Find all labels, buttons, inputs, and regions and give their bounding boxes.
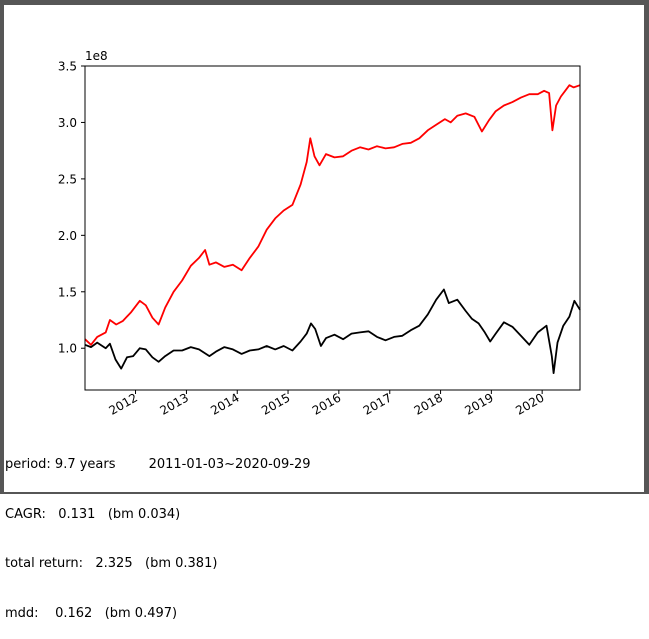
y-tick-label: 1.0 — [58, 342, 77, 356]
y-tick-label: 2.5 — [58, 172, 77, 186]
stats-cagr: CAGR: 0.131 (bm 0.034) — [5, 506, 181, 522]
x-tick-label: 2013 — [157, 390, 190, 417]
stats-mdd: mdd: 0.162 (bm 0.497) — [5, 605, 178, 621]
x-tick-label: 2015 — [259, 390, 292, 417]
series-line-red — [84, 84, 581, 346]
line-chart: 1e8 1.01.52.02.53.03.5 2012 2013 2014 2015 2… — [58, 49, 581, 418]
series-line-black — [84, 288, 581, 375]
y-tick-label: 1.5 — [58, 285, 77, 299]
x-tick-label: 2020 — [513, 390, 546, 417]
y-axis: 1.0 1.5 2.0 2.5 3.0 3.5 — [58, 60, 85, 356]
x-tick-label: 2012 — [107, 390, 140, 417]
x-tick-label: 2019 — [462, 390, 495, 417]
series-layer — [84, 84, 581, 375]
x-tick-label: 2014 — [208, 390, 241, 417]
y-offset-label: 1e8 — [85, 49, 108, 63]
x-axis: 2012 2013 2014 2015 2016 2017 2018 2019 2020 — [107, 390, 547, 418]
plot-area — [84, 65, 581, 391]
x-tick-label: 2017 — [361, 390, 394, 417]
x-tick-label: 2018 — [412, 390, 445, 417]
y-tick-label: 3.0 — [58, 116, 77, 130]
y-tick-label: 3.5 — [58, 60, 77, 74]
x-tick-label: 2016 — [310, 390, 343, 417]
y-tick-label: 2.0 — [58, 229, 77, 243]
figure-window — [0, 0, 649, 494]
stats-panel: period: 9.7 years 2011-01-03~2020-09-29 … — [5, 424, 311, 639]
stats-period: period: 9.7 years 2011-01-03~2020-09-29 — [5, 457, 311, 472]
stats-total-return: total return: 2.325 (bm 0.381) — [5, 556, 218, 571]
